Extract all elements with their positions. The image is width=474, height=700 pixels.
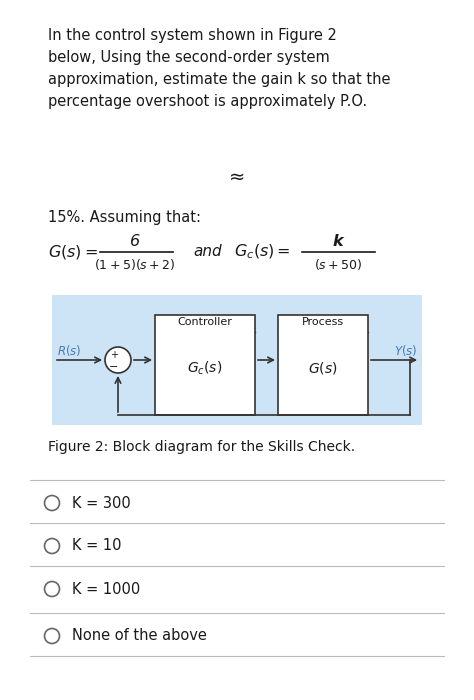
Text: −: − [109,362,118,372]
Circle shape [105,347,131,373]
Text: $G_c(s)$: $G_c(s)$ [187,359,223,377]
Text: approximation, estimate the gain k so that the: approximation, estimate the gain k so th… [48,72,391,87]
Text: In the control system shown in Figure 2: In the control system shown in Figure 2 [48,28,337,43]
Circle shape [45,538,60,554]
Bar [278,315,368,415]
Bar [155,315,255,415]
Text: +: + [110,350,118,360]
Text: $G(s)$: $G(s)$ [308,360,338,376]
Text: $R(s)$: $R(s)$ [57,343,82,358]
Text: $(s+50)$: $(s+50)$ [314,258,362,272]
Circle shape [45,629,60,643]
Text: ≈: ≈ [229,168,245,187]
Text: 6: 6 [130,234,140,248]
Text: and: and [193,244,222,260]
Text: k: k [333,234,343,248]
Bar [52,295,422,425]
Text: K = 10: K = 10 [72,538,121,554]
Text: Controller: Controller [178,317,232,327]
Text: percentage overshoot is approximately P.O.: percentage overshoot is approximately P.… [48,94,367,109]
Circle shape [45,496,60,510]
Text: $Y(s)$: $Y(s)$ [393,343,417,358]
Text: $G(s)=$: $G(s)=$ [48,243,98,261]
Text: below, Using the second-order system: below, Using the second-order system [48,50,330,65]
Text: K = 300: K = 300 [72,496,131,510]
Text: None of the above: None of the above [72,629,207,643]
Text: K = 1000: K = 1000 [72,582,140,596]
Text: $G_c(s)=$: $G_c(s)=$ [234,243,291,261]
Text: Process: Process [302,317,344,327]
Text: Figure 2: Block diagram for the Skills Check.: Figure 2: Block diagram for the Skills C… [48,440,355,454]
Text: 15%. Assuming that:: 15%. Assuming that: [48,210,201,225]
Text: $(1+5)(s+2)$: $(1+5)(s+2)$ [94,258,176,272]
Circle shape [45,582,60,596]
